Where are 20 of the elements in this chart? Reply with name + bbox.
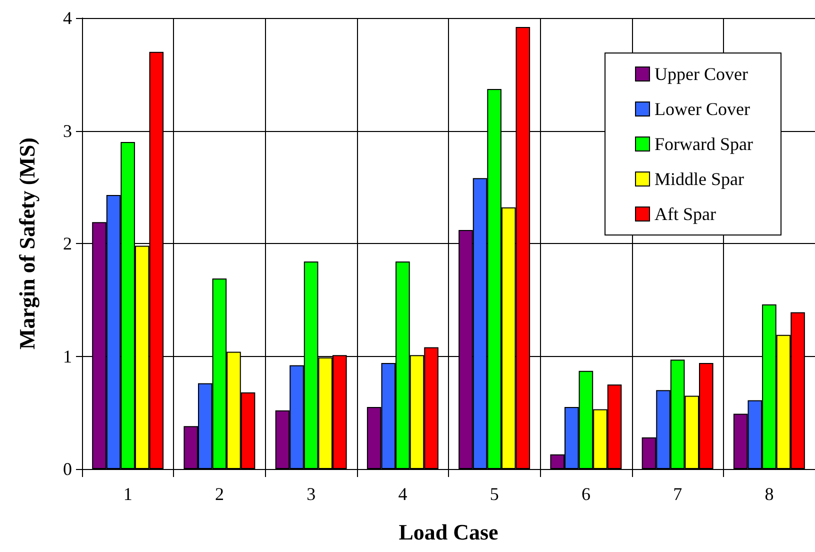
y-tick-label: 3 bbox=[63, 120, 72, 141]
y-tick-label: 1 bbox=[63, 346, 72, 366]
legend-label: Aft Spar bbox=[654, 204, 716, 224]
x-tick-label: 1 bbox=[123, 484, 132, 504]
x-tick-label: 6 bbox=[581, 484, 590, 504]
y-tick-label: 4 bbox=[63, 8, 72, 28]
legend-label: Middle Spar bbox=[654, 169, 744, 189]
x-tick-label: 8 bbox=[764, 484, 774, 504]
x-tick-label: 7 bbox=[673, 484, 682, 504]
y-axis-title: Margin of Safety (MS) bbox=[14, 137, 40, 350]
x-axis-title: Load Case bbox=[398, 520, 499, 544]
legend-label: Lower Cover bbox=[654, 99, 750, 119]
x-tick-label: 2 bbox=[214, 484, 224, 504]
x-tick-label: 5 bbox=[490, 484, 499, 504]
legend-label: Upper Cover bbox=[654, 64, 748, 84]
x-tick-label: 4 bbox=[398, 484, 408, 504]
y-tick-label: 2 bbox=[63, 234, 72, 254]
y-tick-label: 0 bbox=[63, 459, 72, 479]
legend-label: Forward Spar bbox=[654, 134, 754, 154]
x-tick-label: 3 bbox=[306, 484, 316, 504]
